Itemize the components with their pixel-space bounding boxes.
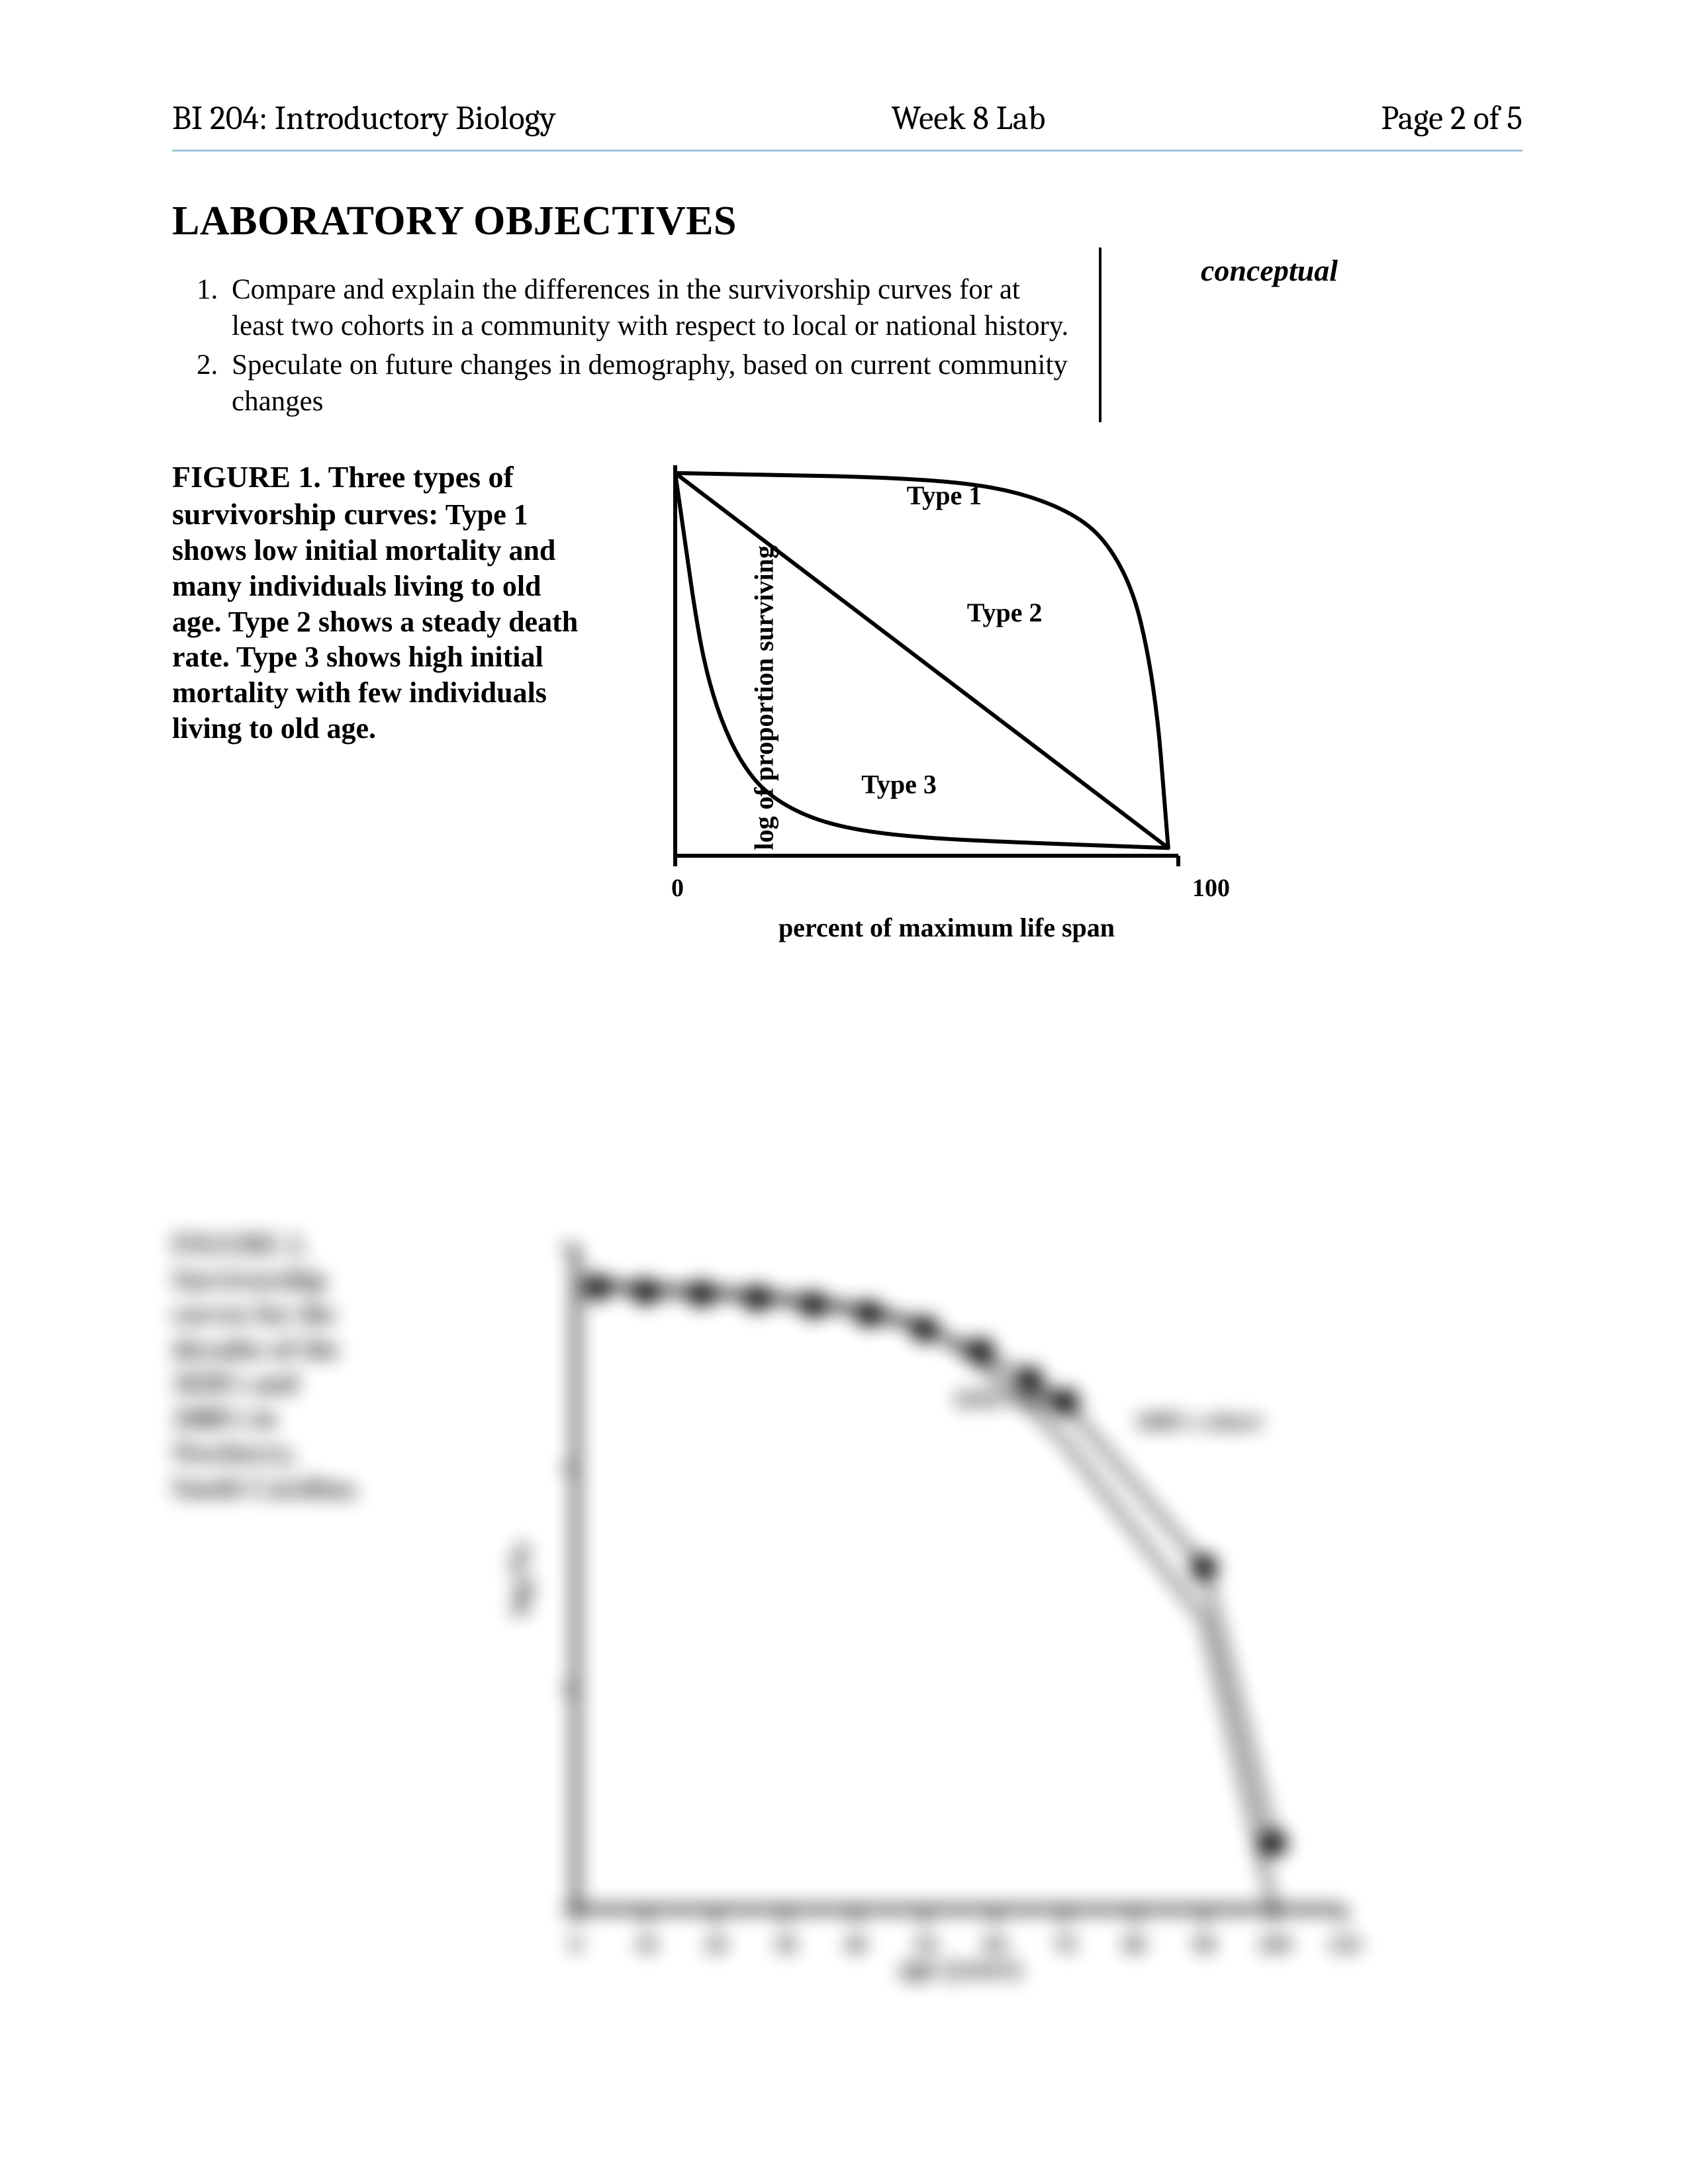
figure-2-caption: FIGURE 2. Survivorship curves for the de…	[172, 1228, 450, 1992]
svg-text:Type 1: Type 1	[907, 480, 982, 510]
objective-item: Speculate on future changes in demograph…	[225, 347, 1072, 420]
figure-2-caption-line: Survivorship	[172, 1263, 450, 1298]
svg-text:40: 40	[844, 1933, 867, 1957]
svg-text:1880's cohort: 1880's cohort	[1135, 1409, 1263, 1433]
header-rule	[172, 150, 1523, 152]
svg-text:0: 0	[571, 1933, 582, 1957]
svg-text:30: 30	[774, 1933, 796, 1957]
svg-text:20: 20	[704, 1933, 727, 1957]
figure-2-blurred: FIGURE 2. Survivorship curves for the de…	[172, 1228, 1523, 1992]
objectives-list: Compare and explain the differences in t…	[172, 271, 1072, 422]
svg-text:log Nx: log Nx	[504, 1542, 534, 1615]
figure-1-xlabel: percent of maximum life span	[649, 912, 1244, 943]
figure-1-xtick-100: 100	[1192, 874, 1230, 903]
conceptual-label: conceptual	[1128, 253, 1338, 288]
section-title: LABORATORY OBJECTIVES	[172, 198, 1523, 245]
figure-2-svg: 0102030405060708090100110age (years)log …	[503, 1228, 1364, 1989]
svg-text:110: 110	[1327, 1933, 1360, 1957]
figure-1-chart: log of proportion surviving Type 1 Type 2…	[649, 459, 1244, 943]
header-page: Page 2 of 5	[1381, 99, 1523, 138]
svg-text:90: 90	[1193, 1933, 1215, 1957]
figure-1-xtick-0: 0	[671, 874, 684, 903]
svg-text:1830's cohort: 1830's cohort	[953, 1387, 1081, 1412]
objective-item: Compare and explain the differences in t…	[225, 271, 1072, 344]
figure-1-caption-body: Type 1 shows low initial mortality and m…	[172, 498, 578, 744]
figure-2-caption-line: Newberry,	[172, 1436, 450, 1471]
figure-2-caption-line: curves for the	[172, 1297, 450, 1332]
figure-2-caption-line: 1830's and	[172, 1367, 450, 1402]
figure-1: FIGURE 1. Three types of survivorship cu…	[172, 459, 1523, 943]
header-course: BI 204: Introductory Biology	[172, 99, 556, 138]
figure-2-chart: 0102030405060708090100110age (years)log …	[503, 1228, 1364, 1992]
header-week: Week 8 Lab	[892, 99, 1046, 138]
figure-1-ylabel: log of proportion surviving	[749, 545, 780, 850]
figure-2-caption-line: FIGURE 2.	[172, 1228, 450, 1263]
objectives-block: Compare and explain the differences in t…	[172, 271, 1523, 422]
figure-1-svg: Type 1 Type 2 Type 3	[649, 459, 1192, 869]
svg-text:Type 2: Type 2	[967, 598, 1043, 627]
svg-text:10: 10	[634, 1933, 657, 1957]
objectives-divider	[1099, 248, 1102, 422]
svg-text:Type 3: Type 3	[861, 770, 937, 799]
figure-2-caption-line: South Carolina.	[172, 1471, 450, 1506]
figure-2-caption-line: decades of the	[172, 1332, 450, 1367]
document-page: BI 204: Introductory Biology Week 8 Lab …	[0, 0, 1688, 2184]
svg-text:70: 70	[1053, 1933, 1076, 1957]
page-header: BI 204: Introductory Biology Week 8 Lab …	[172, 99, 1523, 150]
figure-1-xticks: 0 100	[649, 872, 1244, 903]
figure-1-caption: FIGURE 1. Three types of survivorship cu…	[172, 459, 583, 746]
svg-text:80: 80	[1123, 1933, 1146, 1957]
figure-2-caption-line: 1880's in	[172, 1402, 450, 1437]
svg-text:age (years): age (years)	[898, 1953, 1021, 1983]
svg-text:100: 100	[1257, 1933, 1291, 1957]
